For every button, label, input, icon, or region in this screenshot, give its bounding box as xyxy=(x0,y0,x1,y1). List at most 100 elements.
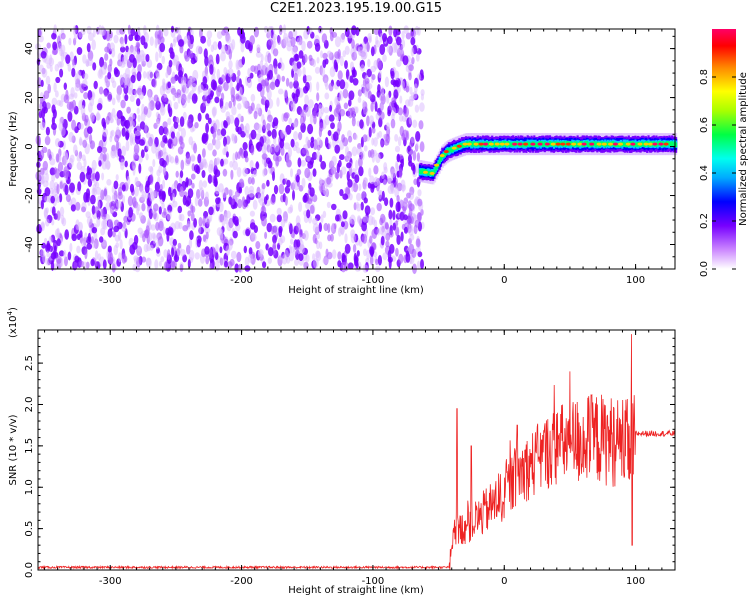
heatmap-cell xyxy=(256,142,260,151)
signal-band xyxy=(434,166,437,171)
heatmap-cell xyxy=(110,112,114,124)
heatmap-cell xyxy=(180,76,187,85)
heatmap-cell xyxy=(256,186,261,196)
heatmap-cell xyxy=(156,97,160,105)
heatmap-cell xyxy=(386,175,391,182)
heatmap-cell xyxy=(221,29,227,36)
heatmap-cell xyxy=(418,120,424,130)
heatmap-cell xyxy=(114,69,120,78)
heatmap-cell xyxy=(249,222,256,230)
heatmap-cell xyxy=(56,196,60,204)
heatmap-cell xyxy=(98,160,102,167)
heatmap-cell xyxy=(339,55,344,67)
heatmap-cell xyxy=(229,80,233,91)
heatmap-cell xyxy=(407,145,411,152)
heatmap-cell xyxy=(366,249,371,260)
heatmap-cell xyxy=(293,72,298,83)
heatmap-cell xyxy=(318,104,323,112)
heatmap-cell xyxy=(236,82,240,92)
heatmap-cell xyxy=(221,188,227,199)
heatmap-cell xyxy=(166,231,170,242)
heatmap-cell xyxy=(116,110,123,119)
heatmap-cell xyxy=(261,79,267,87)
heatmap-cell xyxy=(89,112,95,123)
heatmap-cell xyxy=(158,260,162,267)
heatmap-cell xyxy=(394,70,400,81)
heatmap-cell xyxy=(72,59,76,66)
signal-band xyxy=(438,159,441,164)
heatmap-cell xyxy=(231,105,237,116)
heatmap-cell xyxy=(148,166,154,172)
heatmap-cell xyxy=(179,264,184,272)
heatmap-cell xyxy=(390,168,396,178)
heatmap-cell xyxy=(299,228,303,236)
signal-band xyxy=(516,141,519,146)
heatmap-cell xyxy=(363,181,368,190)
heatmap-cell xyxy=(101,146,108,154)
heatmap-cell xyxy=(250,144,255,156)
heatmap-cell xyxy=(387,35,393,45)
heatmap-cell xyxy=(319,241,323,250)
heatmap-cell xyxy=(337,251,342,260)
heatmap-cell xyxy=(266,123,271,131)
heatmap-cell xyxy=(40,79,44,87)
heatmap-cell xyxy=(256,123,263,134)
heatmap-cell xyxy=(228,114,235,125)
heatmap-cell xyxy=(316,137,322,146)
heatmap-cell xyxy=(414,220,420,228)
heatmap-cell xyxy=(268,38,274,46)
heatmap-cell xyxy=(360,64,365,72)
heatmap-cell xyxy=(237,69,241,77)
signal-band xyxy=(534,142,537,148)
heatmap-cell xyxy=(49,158,56,166)
signal-peak xyxy=(625,142,631,146)
heatmap-cell xyxy=(331,203,337,211)
signal-peak xyxy=(483,142,489,146)
heatmap-cell xyxy=(341,134,345,143)
heatmap-cell xyxy=(358,240,363,247)
y-tick-label: 2.5 xyxy=(24,355,35,371)
heatmap-cell xyxy=(238,178,245,189)
signal-peak xyxy=(648,142,653,146)
heatmap-cell xyxy=(342,88,349,99)
heatmap-cell xyxy=(205,256,210,265)
heatmap-cell xyxy=(216,31,223,40)
heatmap-cell xyxy=(399,114,404,122)
signal-peak xyxy=(439,154,445,158)
heatmap-cell xyxy=(228,189,234,196)
heatmap-cell xyxy=(268,247,274,257)
heatmap-cell xyxy=(361,220,367,232)
signal-band xyxy=(587,142,590,148)
heatmap-cell xyxy=(381,171,385,180)
heatmap-cell xyxy=(285,77,290,87)
heatmap-cell xyxy=(76,245,81,254)
heatmap-cell xyxy=(327,223,331,234)
heatmap-cell xyxy=(340,221,345,228)
heatmap-cell xyxy=(264,103,268,113)
heatmap-cell xyxy=(206,218,210,228)
heatmap-cell xyxy=(253,26,259,38)
heatmap-cell xyxy=(220,158,224,167)
heatmap-cell xyxy=(294,141,299,149)
heatmap-cell xyxy=(370,46,375,57)
heatmap-cell xyxy=(252,170,258,177)
heatmap-cell xyxy=(351,116,356,127)
heatmap-cell xyxy=(197,153,202,164)
heatmap-cell xyxy=(104,53,109,61)
heatmap-cell xyxy=(202,180,208,188)
heatmap-cell xyxy=(236,76,240,84)
heatmap-cell xyxy=(290,238,294,245)
heatmap-cell xyxy=(120,41,125,48)
heatmap-y-label: Frequency (Hz) xyxy=(8,111,19,187)
heatmap-cell xyxy=(125,140,130,152)
heatmap-cell xyxy=(379,226,384,235)
heatmap-cell xyxy=(303,230,309,241)
heatmap-cell xyxy=(162,121,168,129)
heatmap-cell xyxy=(235,95,242,102)
heatmap-cell xyxy=(230,169,234,180)
heatmap-cell xyxy=(389,197,394,208)
heatmap-cell xyxy=(194,196,199,207)
heatmap-cell xyxy=(380,235,385,246)
heatmap-cell xyxy=(266,89,272,100)
heatmap-cell xyxy=(242,167,248,177)
